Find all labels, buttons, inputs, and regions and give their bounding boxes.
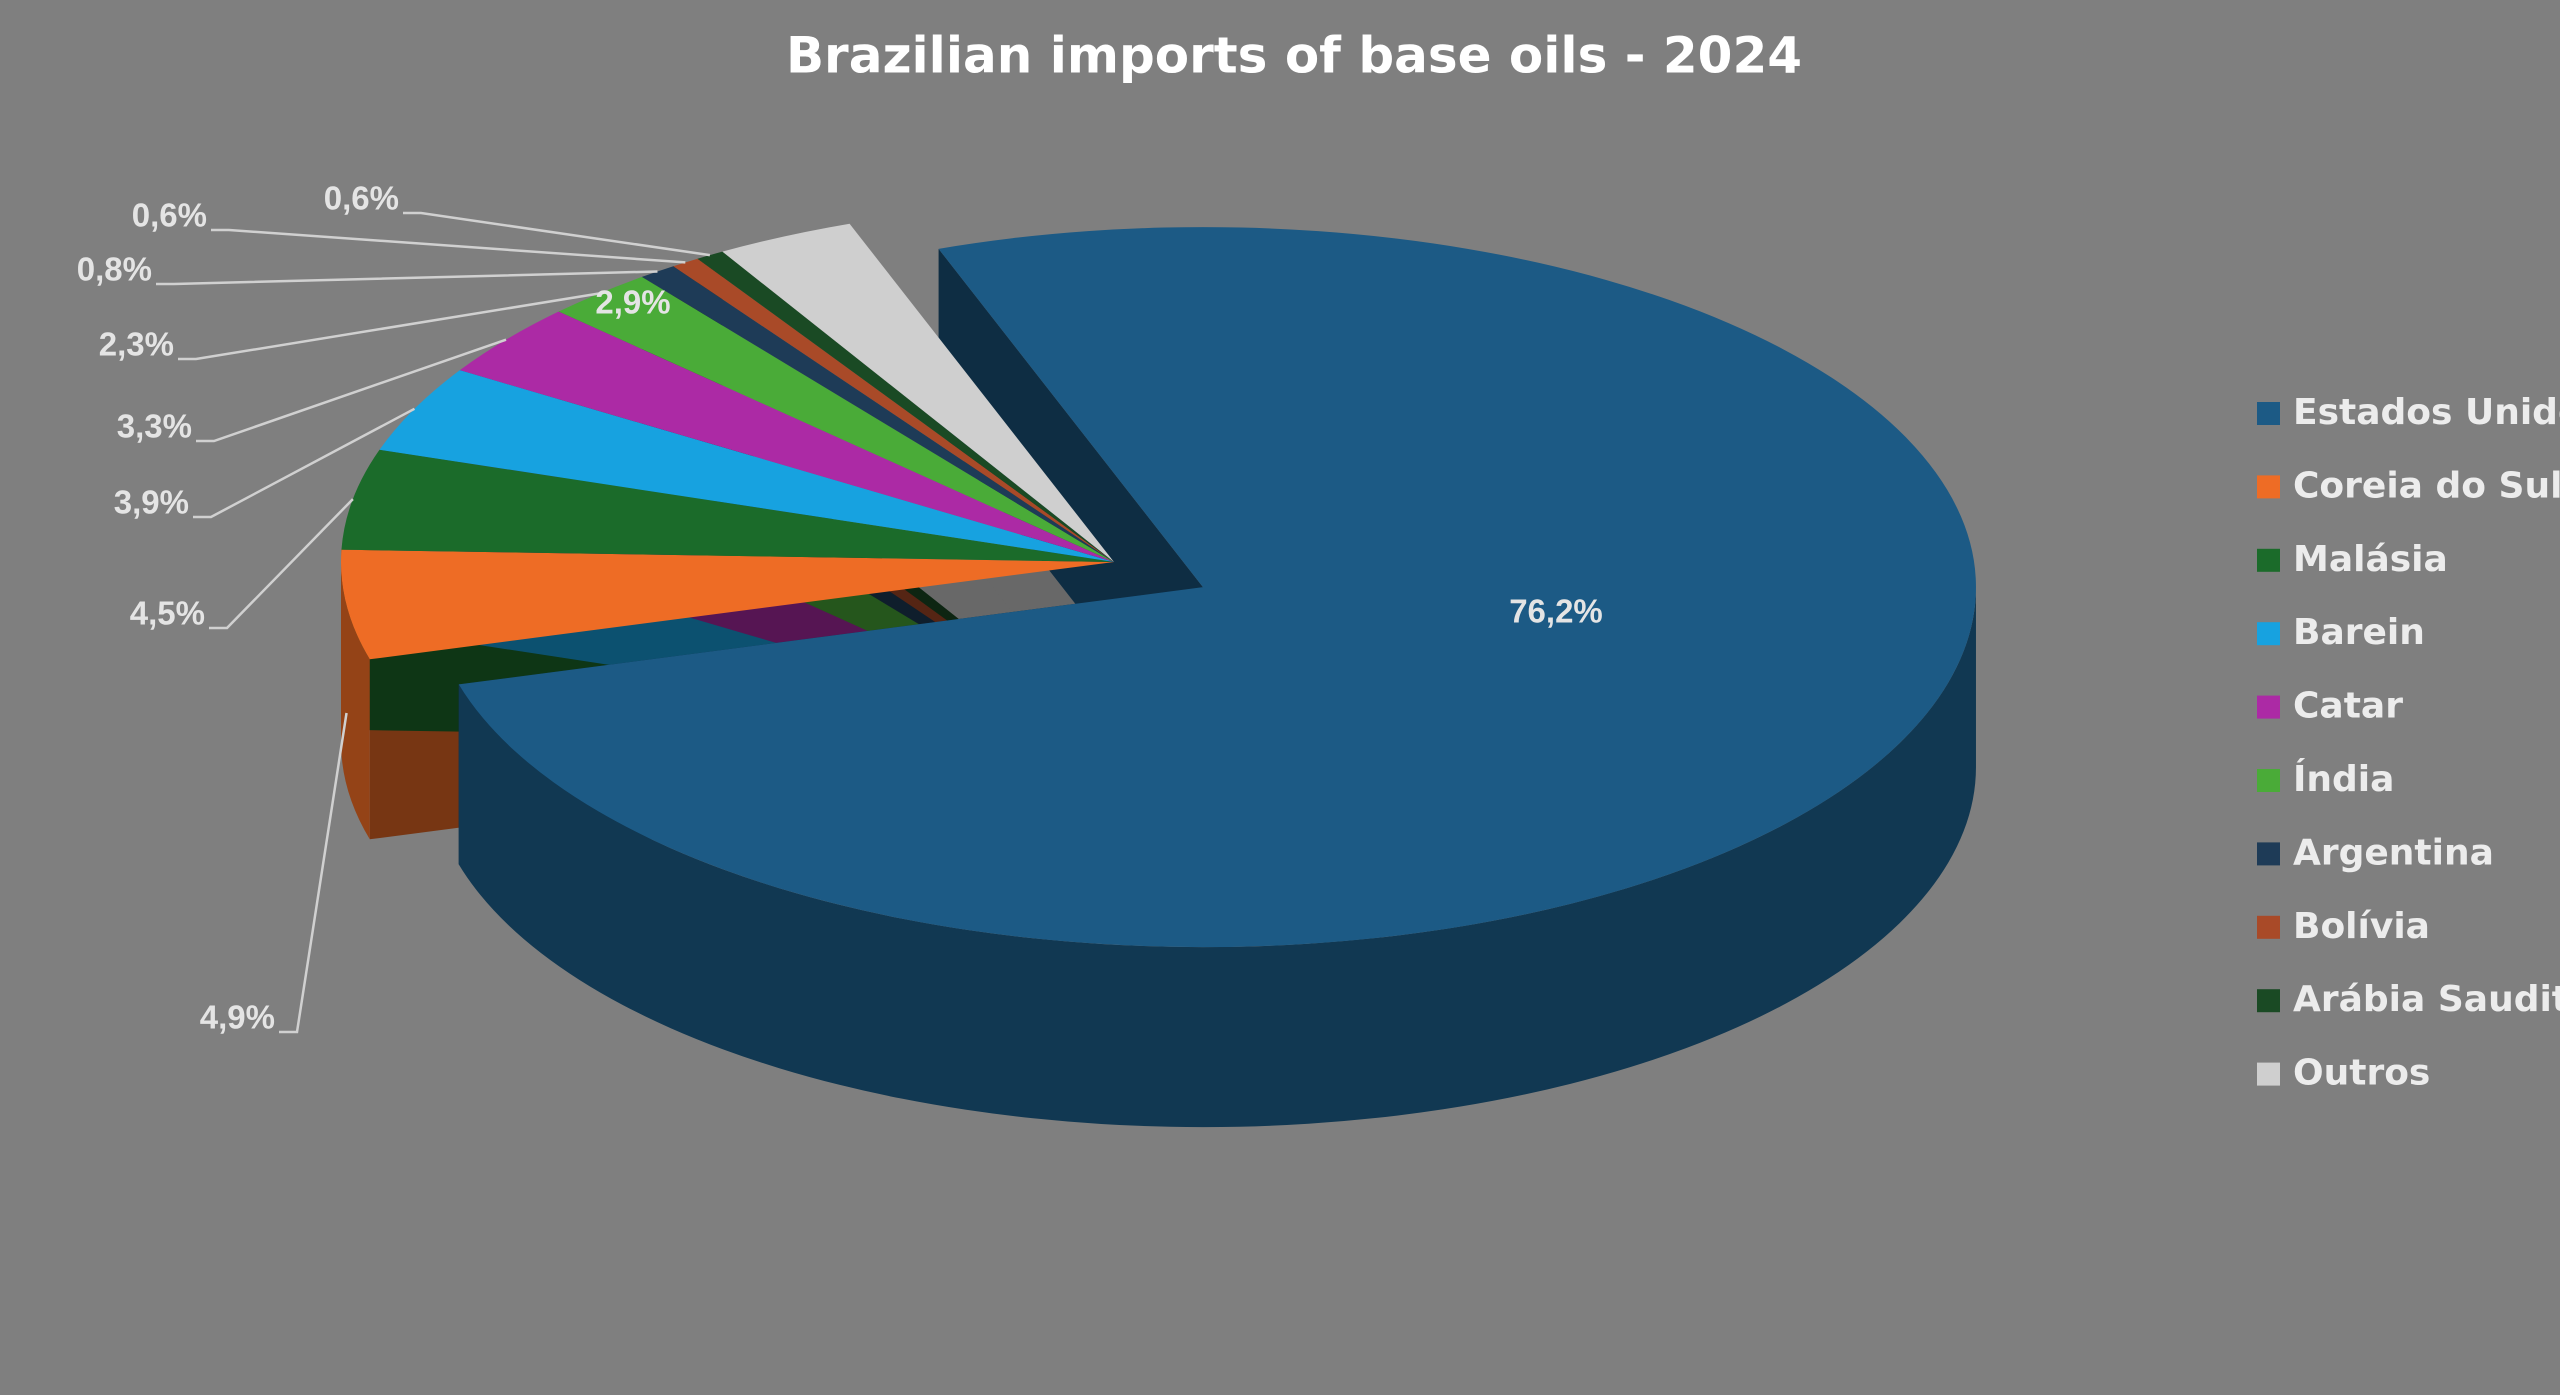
leader-line xyxy=(279,712,348,1034)
data-label: 0,6% xyxy=(324,180,399,217)
legend-label: Estados Unidos xyxy=(2293,392,2560,433)
legend-label: Malásia xyxy=(2293,539,2448,580)
data-label: 2,3% xyxy=(99,326,174,363)
leader-line xyxy=(209,498,354,630)
slice xyxy=(459,311,1114,562)
legend-label: Arábia Saudita xyxy=(2293,979,2560,1020)
leader-line xyxy=(156,270,658,286)
data-label: 3,3% xyxy=(117,408,192,445)
leader-line xyxy=(196,338,507,443)
legend-swatch xyxy=(2257,1062,2280,1086)
legend-label: Catar xyxy=(2293,686,2403,727)
legend-label: Argentina xyxy=(2293,832,2494,873)
data-label: 3,9% xyxy=(114,484,189,521)
data-label: 0,8% xyxy=(77,251,152,288)
legend-swatch xyxy=(2257,915,2280,939)
leader-line xyxy=(211,228,686,264)
slice xyxy=(697,251,1114,563)
legend-label: Barein xyxy=(2293,612,2425,653)
legend-label: Índia xyxy=(2293,758,2394,800)
legend-swatch xyxy=(2257,475,2280,499)
data-label: 4,5% xyxy=(130,595,205,632)
slice xyxy=(341,449,1114,562)
leader-line xyxy=(193,407,416,519)
legend-swatch xyxy=(2257,695,2280,719)
data-label: 76,2% xyxy=(1509,593,1603,630)
legend-swatch xyxy=(2257,622,2280,646)
slice-side xyxy=(341,562,370,840)
data-label: 4,9% xyxy=(200,999,275,1036)
chart-title: Brazilian imports of base oils - 2024 xyxy=(786,27,1802,85)
legend-label: Bolívia xyxy=(2293,906,2430,947)
data-label: 2,9% xyxy=(595,284,670,321)
pie xyxy=(340,223,1976,1128)
slice xyxy=(673,258,1114,562)
leader-line xyxy=(178,292,600,361)
slice xyxy=(641,266,1114,562)
legend-label: Coreia do Sul xyxy=(2293,465,2560,506)
labels: 76,2% 4,9% 4,5% 3,9% 3,3% 2,3% 0,8% 0,6% 0,6% 2,9… xyxy=(77,180,1603,1036)
legend-label: Outros xyxy=(2293,1053,2430,1094)
slice xyxy=(340,549,1114,660)
data-label: 0,6% xyxy=(132,197,207,234)
legend-swatch xyxy=(2257,989,2280,1013)
slice xyxy=(379,370,1114,562)
leader-line xyxy=(403,211,711,257)
legend-swatch xyxy=(2257,548,2280,572)
legend-swatch xyxy=(2257,842,2280,866)
slice xyxy=(458,227,1976,948)
legend: Estados Unidos Coreia do Sul Malásia Barein… xyxy=(2257,392,2560,1094)
slice xyxy=(722,223,1114,562)
slice xyxy=(558,276,1114,562)
slice-side xyxy=(458,587,1976,1128)
legend-swatch xyxy=(2257,402,2280,425)
legend-swatch xyxy=(2257,769,2280,792)
